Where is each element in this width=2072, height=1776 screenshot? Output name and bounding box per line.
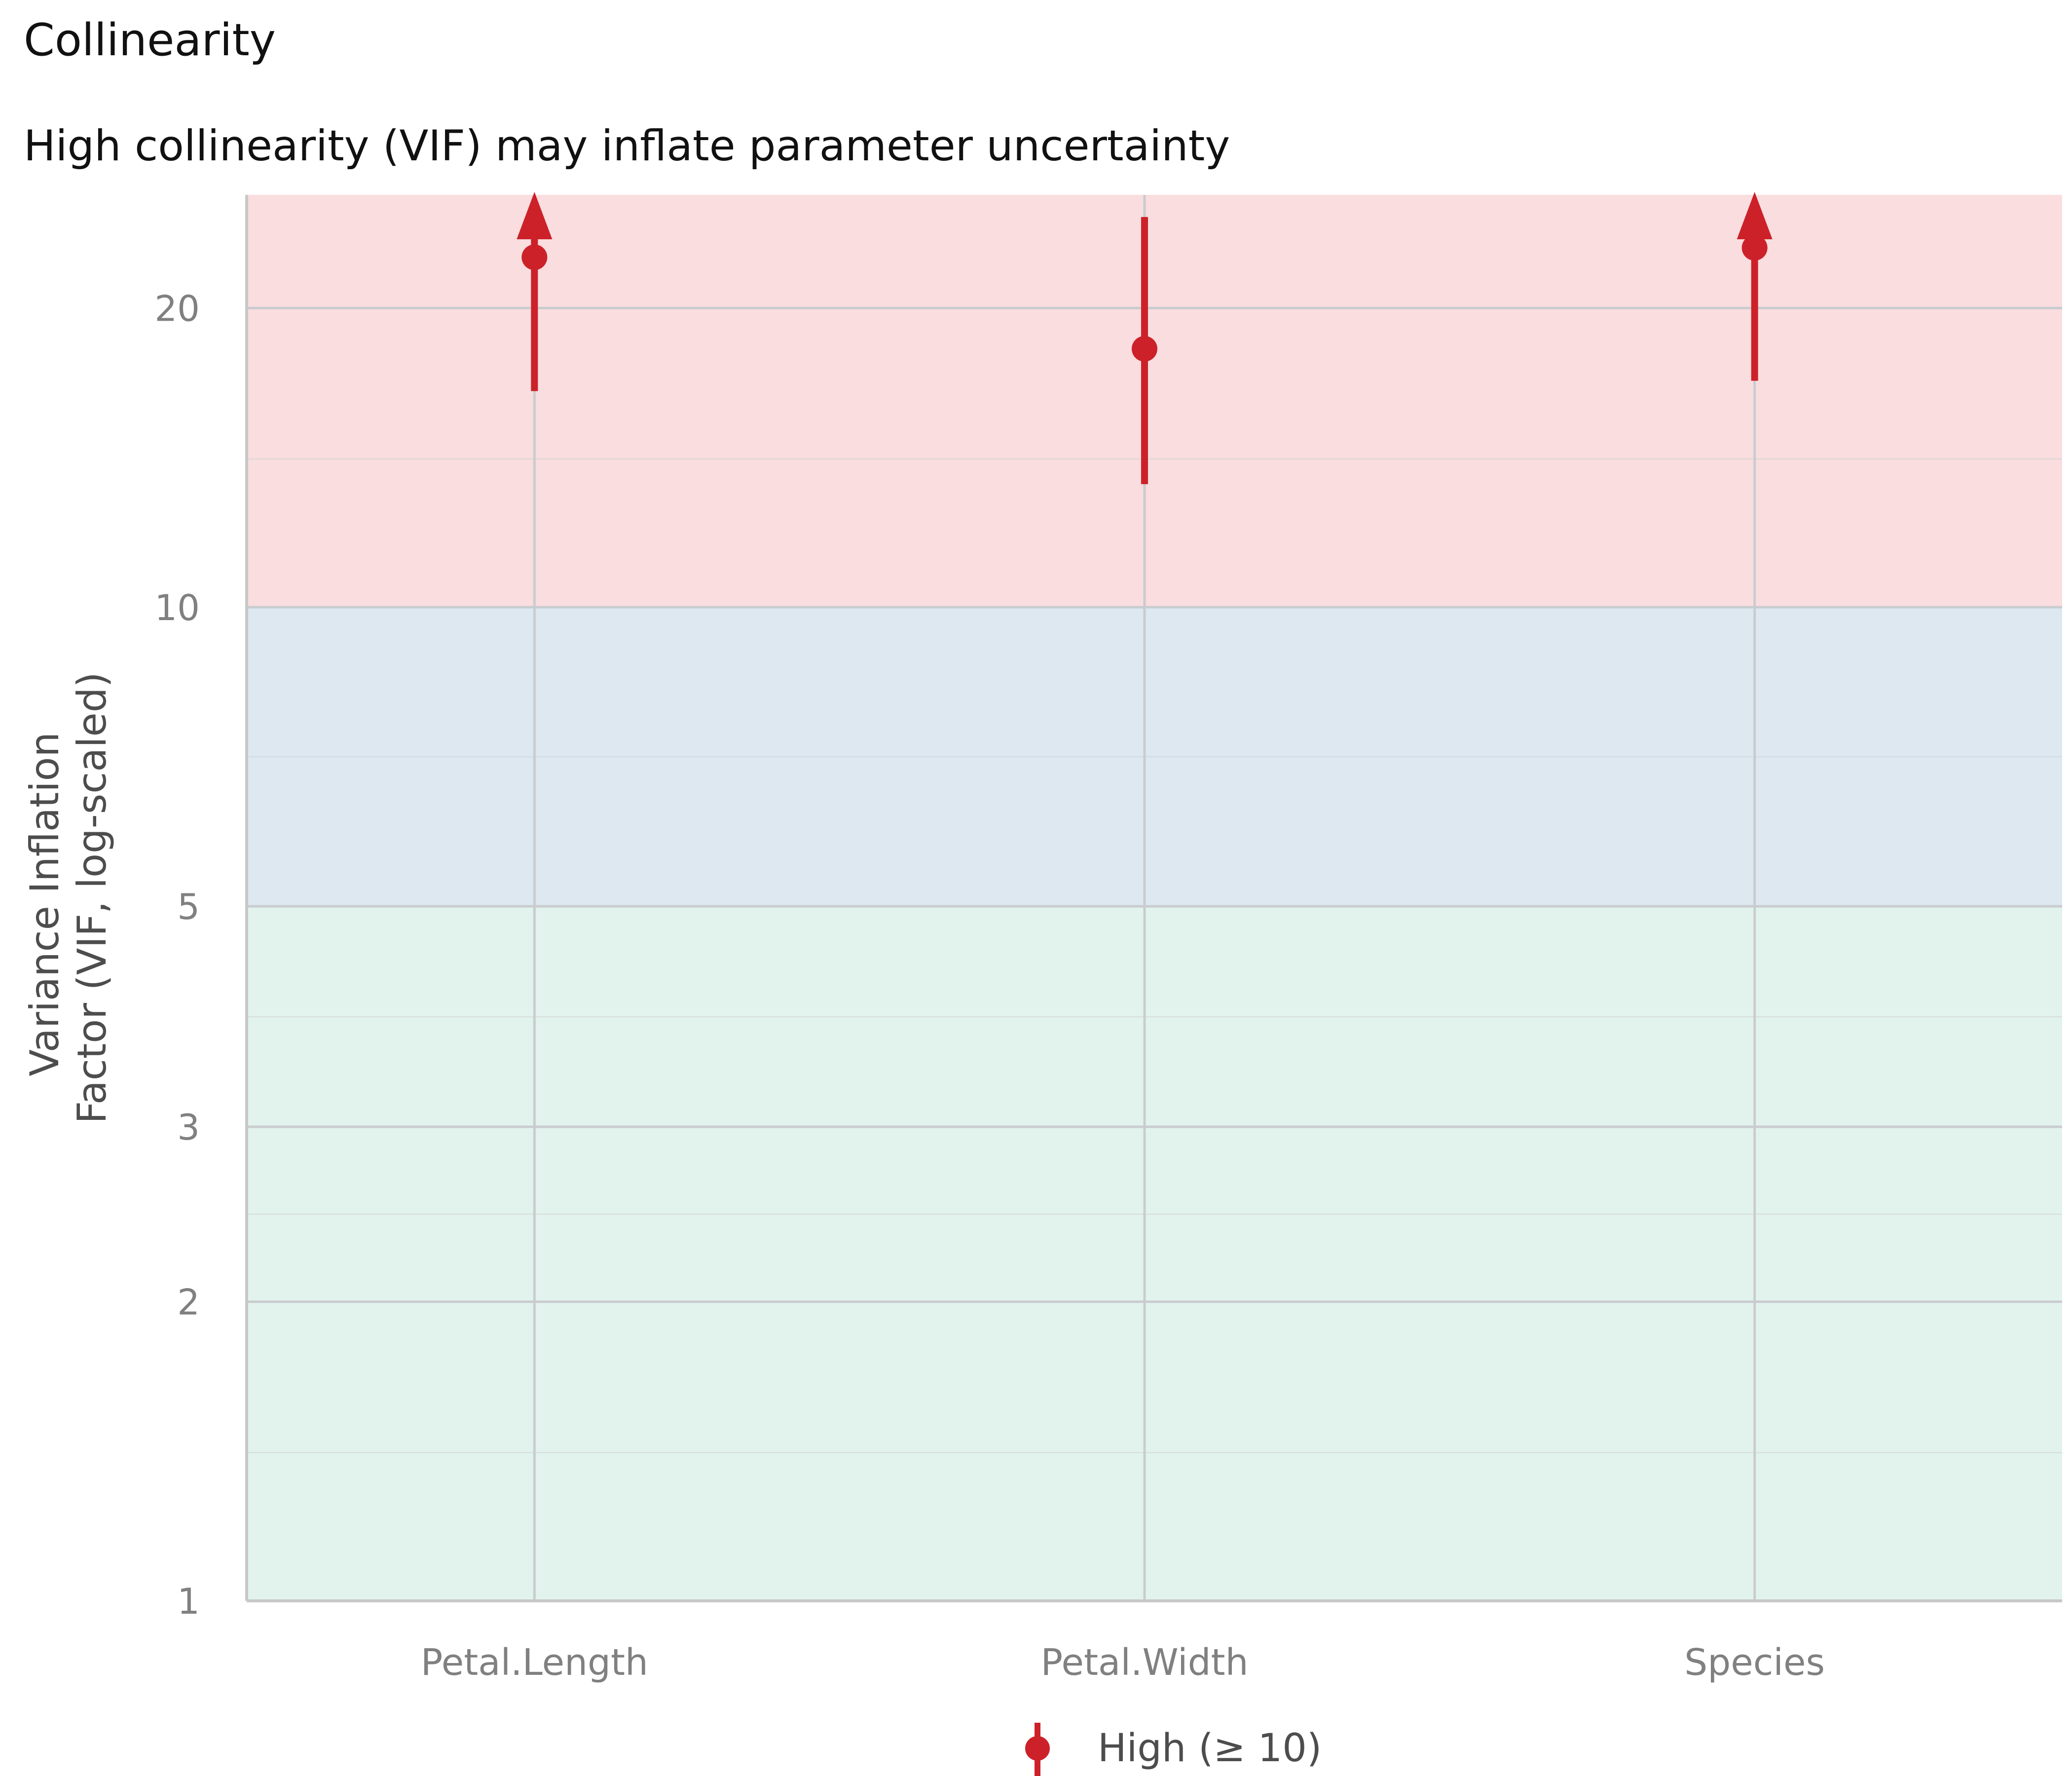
y-tick-labels: 1 2 3 5 10 20 <box>154 288 200 1622</box>
legend: High (≥ 10) <box>1025 1723 1322 1776</box>
y-tick-label: 20 <box>154 288 200 330</box>
chart-title: Collinearity <box>24 14 276 66</box>
x-tick-label: Petal.Width <box>1041 1641 1249 1684</box>
y-tick-label: 3 <box>177 1107 200 1148</box>
error-bar-arrow <box>517 192 553 239</box>
x-tick-label: Petal.Length <box>421 1641 648 1684</box>
legend-point-symbol <box>1025 1736 1050 1761</box>
data-marks <box>517 192 1773 484</box>
y-tick-label: 5 <box>177 886 200 927</box>
y-tick-label: 10 <box>154 587 200 629</box>
y-axis-label-line-1: Variance Inflation <box>22 732 68 1076</box>
vif-point <box>521 244 548 270</box>
x-tick-label: Species <box>1684 1641 1825 1684</box>
vif-point <box>1132 335 1157 362</box>
y-tick-label: 1 <box>177 1581 200 1622</box>
y-axis-label-line-2: Factor (VIF, log-scaled) <box>69 672 115 1124</box>
y-tick-label: 2 <box>177 1282 200 1323</box>
error-bar-arrow <box>1737 192 1773 239</box>
x-tick-labels: Petal.Length Petal.Width Species <box>421 1641 1825 1684</box>
vif-zones <box>247 195 2062 1601</box>
y-axis-label: Variance Inflation Factor (VIF, log-scal… <box>22 672 115 1124</box>
vif-point <box>1741 235 1768 261</box>
axes <box>245 195 2062 1602</box>
zone-band-0 <box>247 906 2062 1601</box>
legend-label-high: High (≥ 10) <box>1098 1726 1322 1771</box>
grid-lines <box>247 195 2062 1602</box>
zone-band-2 <box>247 195 2062 607</box>
chart-subtitle: High collinearity (VIF) may inflate para… <box>24 121 1230 171</box>
